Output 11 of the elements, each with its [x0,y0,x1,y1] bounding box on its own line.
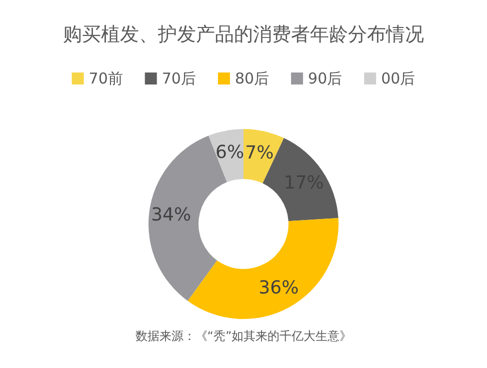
legend-label: 80后 [234,70,270,88]
data-label: 36% [258,277,299,298]
source-note: 数据来源：《“秃”如其来的千亿大生意》 [135,329,352,343]
legend-label: 70前 [88,70,123,88]
data-label: 7% [245,142,274,164]
chart-title: 购买植发、护发产品的消费者年龄分布情况 [63,24,424,46]
legend-label: 90后 [308,70,342,88]
legend-label: 00后 [381,70,416,88]
data-label: 6% [216,142,244,163]
data-label: 34% [151,204,192,226]
legend-label: 70后 [162,70,196,88]
